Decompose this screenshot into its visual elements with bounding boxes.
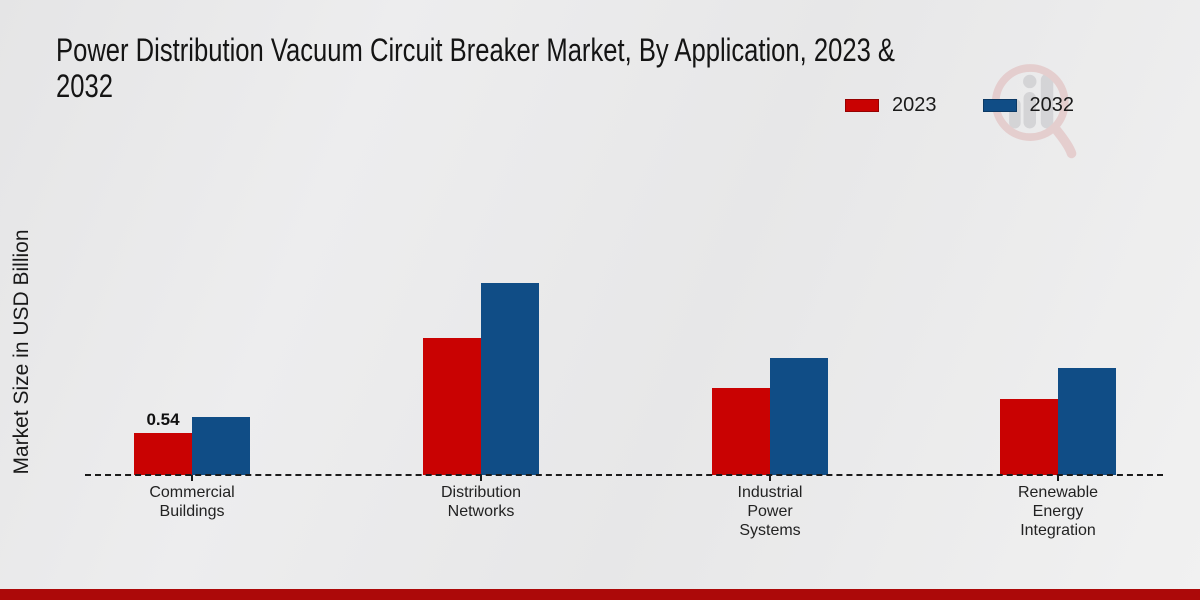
bar-2032-renewable-energy-integration <box>1058 368 1116 475</box>
bar-2023-distribution-networks <box>423 338 481 475</box>
bar-2032-industrial-power-systems <box>770 358 828 475</box>
chart-title: Power Distribution Vacuum Circuit Breake… <box>56 32 895 104</box>
chart-title-line-2: 2032 <box>56 68 113 104</box>
x-axis-tick <box>1057 475 1059 481</box>
category-label-commercial-buildings: Commercial Buildings <box>149 484 235 520</box>
legend-label-2032: 2032 <box>1029 94 1075 116</box>
watermark-magnifier-bar-chart-icon <box>991 64 1077 159</box>
bar-2023-renewable-energy-integration <box>1000 399 1058 475</box>
category-label-renewable-energy-integration: Renewable Energy Integration <box>1017 484 1099 539</box>
chart-legend: 2023 2032 <box>845 94 1074 117</box>
x-axis-line <box>85 474 1163 476</box>
bar-value-label: 0.54 <box>146 410 180 429</box>
x-axis-tick <box>480 475 482 481</box>
legend-swatch-2023-icon <box>845 99 879 112</box>
x-axis-tick <box>191 475 193 481</box>
category-label-distribution-networks: Distribution Networks <box>440 484 522 520</box>
bar-2023-industrial-power-systems <box>712 388 770 475</box>
bar-2032-distribution-networks <box>481 283 539 475</box>
x-axis-tick <box>769 475 771 481</box>
bar-2023-commercial-buildings <box>134 433 192 475</box>
legend-swatch-2032-icon <box>982 99 1017 112</box>
legend-label-2023: 2023 <box>892 94 937 116</box>
bar-2032-commercial-buildings <box>192 417 250 475</box>
legend-item-2032: 2032 <box>982 94 1075 117</box>
legend-item-2023: 2023 <box>845 94 937 117</box>
category-label-industrial-power-systems: Industrial Power Systems <box>737 484 803 539</box>
chart-title-line-1: Power Distribution Vacuum Circuit Breake… <box>56 32 895 68</box>
footer-bar <box>0 589 1200 600</box>
